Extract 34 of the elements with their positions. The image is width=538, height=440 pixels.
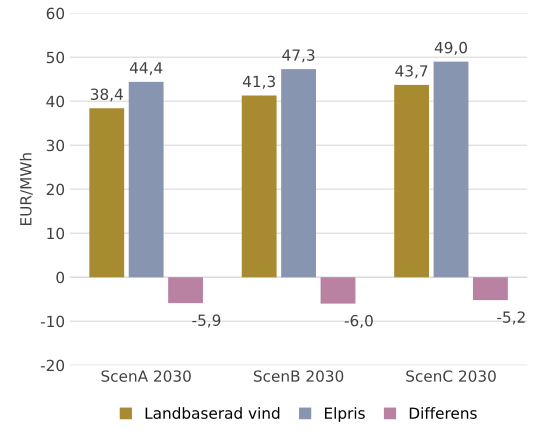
- bar: [242, 95, 277, 278]
- data-label: 47,3: [282, 49, 314, 62]
- legend-label: Elpris: [324, 407, 365, 422]
- y-tick-label: -20: [40, 360, 64, 372]
- y-tick-label: 10: [47, 228, 64, 240]
- y-tick-label: -10: [40, 316, 64, 328]
- y-tick-label: 20: [46, 184, 64, 196]
- y-tick-label: 40: [46, 96, 64, 108]
- data-label: 44,4: [130, 62, 162, 76]
- y-tick-label: 30: [46, 140, 64, 152]
- data-label: 38,4: [90, 88, 123, 102]
- bar: [394, 84, 430, 278]
- x-tick-label: ScenB 2030: [254, 370, 344, 382]
- data-label: -5,2: [497, 311, 525, 324]
- x-tick-label: ScenA 2030: [101, 370, 191, 382]
- data-label: 41,3: [242, 76, 275, 89]
- data-label: 43,7: [395, 65, 428, 78]
- bar: [434, 62, 468, 278]
- data-label: 49,0: [434, 42, 468, 55]
- y-axis-title: EUR/MWh: [20, 153, 33, 225]
- bar: [320, 277, 356, 304]
- x-tick-label: ScenC 2030: [406, 370, 496, 382]
- legend-label: Landbaserad vind: [146, 407, 280, 419]
- bar: [89, 108, 124, 278]
- bar: [473, 277, 508, 300]
- bar: [281, 69, 316, 278]
- y-tick-label: 60: [46, 8, 64, 20]
- y-tick-label: 50: [46, 52, 64, 64]
- bar: [168, 277, 203, 304]
- data-label: -5,9: [192, 314, 220, 328]
- y-tick-label: 0: [56, 272, 64, 284]
- data-label: -6,0: [344, 314, 373, 328]
- bar: [128, 82, 164, 278]
- legend-label: Differens: [410, 407, 477, 419]
